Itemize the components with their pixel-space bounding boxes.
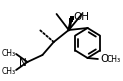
Text: CH₃: CH₃ — [106, 55, 121, 64]
Text: CH₃: CH₃ — [2, 49, 16, 58]
Text: OH: OH — [73, 12, 89, 22]
Text: CH₃: CH₃ — [2, 67, 16, 75]
Text: N: N — [19, 58, 26, 68]
Text: O: O — [101, 54, 109, 64]
